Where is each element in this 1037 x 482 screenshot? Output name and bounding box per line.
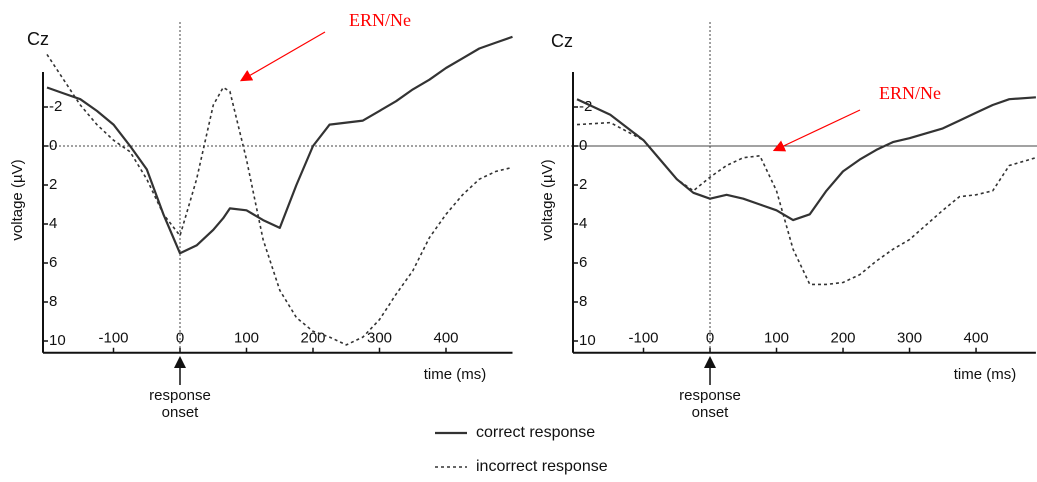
x-tick-label: 300 (367, 330, 392, 347)
onset-label: response onset (149, 387, 211, 421)
annotation-arrow (239, 31, 326, 82)
y-axis-label: voltage (µV) (539, 159, 556, 240)
x-tick-label: 400 (964, 330, 989, 347)
y-tick-label: 4 (579, 215, 587, 232)
y-tick-label: 10 (49, 332, 66, 349)
x-tick-label: -100 (98, 330, 128, 347)
y-tick-label: 8 (49, 293, 57, 310)
y-tick-label: 6 (579, 254, 587, 271)
x-tick-label: 400 (433, 330, 458, 347)
x-tick-label: 0 (706, 330, 714, 347)
channel-label: Cz (551, 31, 573, 51)
y-tick-label: 10 (579, 332, 596, 349)
x-axis-label: time (ms) (954, 366, 1017, 383)
y-tick-label: 6 (49, 254, 57, 271)
legend-label: incorrect response (476, 458, 608, 475)
legend-label: correct response (476, 424, 595, 441)
x-tick-label: 200 (831, 330, 856, 347)
y-tick-label: -2 (49, 98, 62, 115)
annotation: ERN/Ne (349, 10, 411, 30)
series-line (576, 96, 1036, 222)
x-tick-label: 200 (300, 330, 325, 347)
y-tick-label: 8 (579, 293, 587, 310)
y-axis-label: voltage (µV) (9, 159, 26, 240)
annotation: ERN/Ne (879, 83, 941, 103)
series-line (46, 53, 513, 346)
series-line (46, 35, 513, 255)
x-tick-label: -100 (628, 330, 658, 347)
x-tick-label: 100 (234, 330, 259, 347)
annotation-arrow (772, 109, 861, 152)
x-tick-label: 100 (764, 330, 789, 347)
y-tick-label: 2 (579, 176, 587, 193)
x-axis-label: time (ms) (424, 366, 487, 383)
y-tick-label: 0 (49, 137, 57, 154)
channel-label: Cz (27, 29, 49, 49)
series-line (576, 121, 1037, 286)
x-tick-label: 0 (176, 330, 184, 347)
y-tick-label: 4 (49, 215, 57, 232)
x-tick-label: 300 (897, 330, 922, 347)
y-tick-label: 2 (49, 176, 57, 193)
onset-label: response onset (679, 387, 741, 421)
y-tick-label: 0 (579, 137, 587, 154)
